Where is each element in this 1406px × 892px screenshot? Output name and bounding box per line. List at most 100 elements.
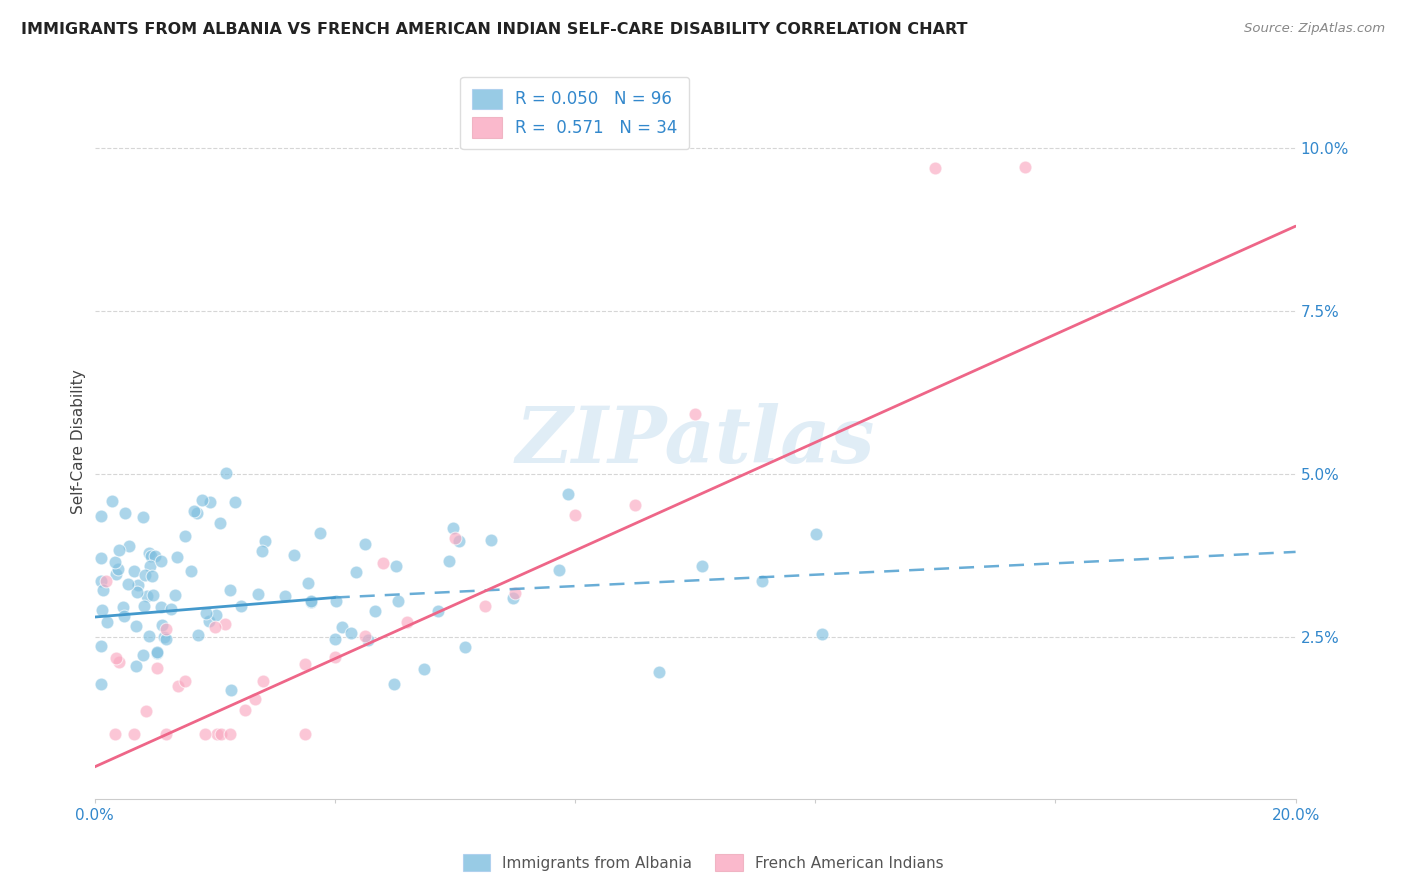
Point bbox=[142, 588, 165, 602]
Point bbox=[224, 494, 246, 508]
Point bbox=[143, 549, 166, 563]
Point bbox=[283, 548, 305, 562]
Point bbox=[135, 704, 157, 718]
Point bbox=[104, 555, 127, 569]
Point bbox=[107, 543, 129, 558]
Point bbox=[453, 640, 475, 654]
Point bbox=[139, 558, 162, 573]
Point bbox=[122, 727, 145, 741]
Point bbox=[208, 516, 231, 531]
Point bbox=[134, 568, 156, 582]
Point bbox=[683, 408, 706, 422]
Point bbox=[174, 529, 197, 543]
Point bbox=[91, 582, 114, 597]
Point bbox=[117, 539, 139, 553]
Point bbox=[1014, 160, 1036, 174]
Point bbox=[924, 161, 946, 175]
Point bbox=[108, 655, 131, 669]
Point bbox=[323, 632, 346, 647]
Text: ZIPatlas: ZIPatlas bbox=[516, 403, 875, 479]
Point bbox=[427, 604, 450, 618]
Point bbox=[107, 562, 129, 576]
Point bbox=[112, 608, 135, 623]
Point bbox=[173, 673, 195, 688]
Point bbox=[474, 599, 496, 613]
Point bbox=[253, 533, 276, 548]
Point bbox=[243, 692, 266, 706]
Point bbox=[309, 526, 332, 541]
Point bbox=[198, 614, 221, 628]
Point bbox=[111, 599, 134, 614]
Point bbox=[90, 676, 112, 690]
Point bbox=[155, 727, 177, 741]
Point bbox=[138, 629, 160, 643]
Point bbox=[200, 495, 222, 509]
Point bbox=[413, 662, 436, 676]
Point bbox=[205, 607, 228, 622]
Point bbox=[330, 620, 353, 634]
Point bbox=[382, 677, 405, 691]
Point bbox=[444, 531, 467, 545]
Point bbox=[648, 665, 671, 679]
Point bbox=[250, 544, 273, 558]
Point bbox=[503, 586, 526, 600]
Point bbox=[247, 587, 270, 601]
Point bbox=[132, 599, 155, 613]
Point bbox=[103, 727, 125, 741]
Point bbox=[150, 617, 173, 632]
Point bbox=[194, 727, 217, 741]
Point bbox=[624, 498, 647, 512]
Point bbox=[96, 615, 118, 629]
Point bbox=[357, 632, 380, 647]
Point bbox=[353, 629, 375, 643]
Point bbox=[194, 607, 217, 621]
Point bbox=[155, 622, 177, 636]
Point bbox=[141, 549, 163, 563]
Point bbox=[564, 508, 586, 522]
Text: Source: ZipAtlas.com: Source: ZipAtlas.com bbox=[1244, 22, 1385, 36]
Legend: Immigrants from Albania, French American Indians: Immigrants from Albania, French American… bbox=[457, 848, 949, 877]
Point bbox=[146, 646, 169, 660]
Point bbox=[131, 509, 153, 524]
Point bbox=[155, 632, 177, 646]
Point bbox=[191, 492, 214, 507]
Point bbox=[215, 466, 238, 480]
Point bbox=[806, 527, 828, 541]
Point bbox=[187, 628, 209, 642]
Point bbox=[231, 599, 253, 613]
Point bbox=[165, 588, 187, 602]
Point bbox=[146, 661, 169, 675]
Point bbox=[751, 574, 773, 588]
Point bbox=[125, 584, 148, 599]
Point bbox=[186, 506, 208, 520]
Point bbox=[94, 574, 117, 588]
Point bbox=[146, 645, 169, 659]
Point bbox=[141, 569, 163, 583]
Point bbox=[125, 659, 148, 673]
Point bbox=[150, 554, 173, 568]
Point bbox=[502, 591, 524, 605]
Point bbox=[127, 578, 149, 592]
Point bbox=[90, 574, 112, 589]
Point bbox=[274, 589, 297, 603]
Point bbox=[153, 631, 176, 645]
Point bbox=[90, 639, 112, 653]
Y-axis label: Self-Care Disability: Self-Care Disability bbox=[72, 368, 86, 514]
Point bbox=[218, 727, 240, 741]
Point bbox=[340, 626, 363, 640]
Point bbox=[219, 683, 242, 698]
Text: IMMIGRANTS FROM ALBANIA VS FRENCH AMERICAN INDIAN SELF-CARE DISABILITY CORRELATI: IMMIGRANTS FROM ALBANIA VS FRENCH AMERIC… bbox=[21, 22, 967, 37]
Point bbox=[387, 594, 409, 608]
Point bbox=[135, 589, 157, 603]
Point bbox=[132, 648, 155, 663]
Point bbox=[183, 504, 205, 518]
Point bbox=[166, 679, 188, 693]
Point bbox=[166, 549, 188, 564]
Point bbox=[219, 583, 242, 598]
Legend: R = 0.050   N = 96, R =  0.571   N = 34: R = 0.050 N = 96, R = 0.571 N = 34 bbox=[460, 77, 689, 149]
Point bbox=[557, 487, 579, 501]
Point bbox=[252, 673, 274, 688]
Point bbox=[138, 546, 160, 560]
Point bbox=[209, 727, 232, 741]
Point bbox=[101, 494, 124, 508]
